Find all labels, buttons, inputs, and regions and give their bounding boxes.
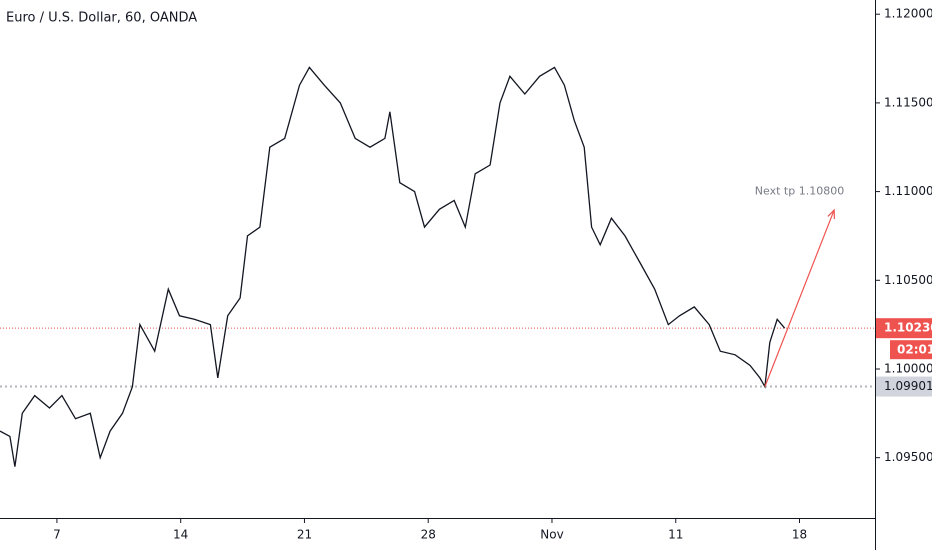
y-tick-label: 1.10500 — [884, 273, 932, 287]
price-series — [0, 66, 786, 467]
y-tick-label: 1.10000 — [884, 361, 932, 375]
y-tick-label: 1.11000 — [884, 184, 932, 198]
y-tick-label: 1.12000 — [884, 7, 932, 21]
annotation: Next tp 1.10800 — [755, 185, 844, 198]
y-tick-label: 1.11500 — [884, 95, 932, 109]
countdown-box — [890, 340, 932, 360]
countdown: 02:01 — [897, 343, 932, 357]
arrow-head — [827, 208, 835, 220]
support-label: 1.09901 — [884, 379, 932, 393]
x-tick-label: Nov — [540, 528, 563, 542]
x-tick-label: 11 — [668, 528, 683, 542]
x-tick-label: 14 — [173, 528, 188, 542]
y-tick-label: 1.09500 — [884, 450, 932, 464]
chart-title: Euro / U.S. Dollar, 60, OANDA — [6, 11, 197, 26]
x-tick-label: 7 — [53, 528, 61, 542]
x-tick-label: 18 — [792, 528, 807, 542]
support-label-box — [876, 376, 932, 397]
price-label-box — [876, 318, 932, 339]
target-arrow — [764, 209, 835, 387]
x-tick-label: 21 — [297, 528, 312, 542]
x-tick-label: 28 — [421, 528, 436, 542]
